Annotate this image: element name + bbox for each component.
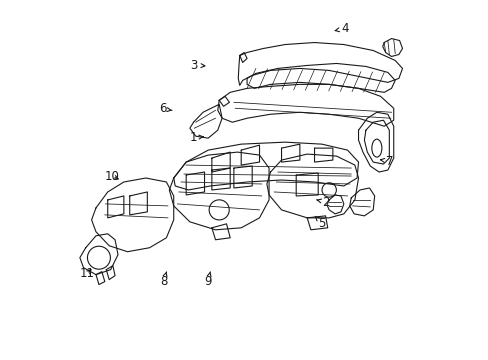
Text: 5: 5: [315, 216, 325, 230]
Text: 2: 2: [316, 196, 329, 209]
Text: 6: 6: [159, 103, 172, 116]
Text: 8: 8: [160, 272, 167, 288]
Text: 4: 4: [334, 22, 348, 35]
Text: 3: 3: [190, 59, 204, 72]
Text: 11: 11: [79, 267, 94, 280]
Text: 7: 7: [380, 155, 393, 168]
Text: 9: 9: [204, 272, 211, 288]
Text: 10: 10: [105, 170, 120, 183]
Text: 1: 1: [189, 131, 203, 144]
